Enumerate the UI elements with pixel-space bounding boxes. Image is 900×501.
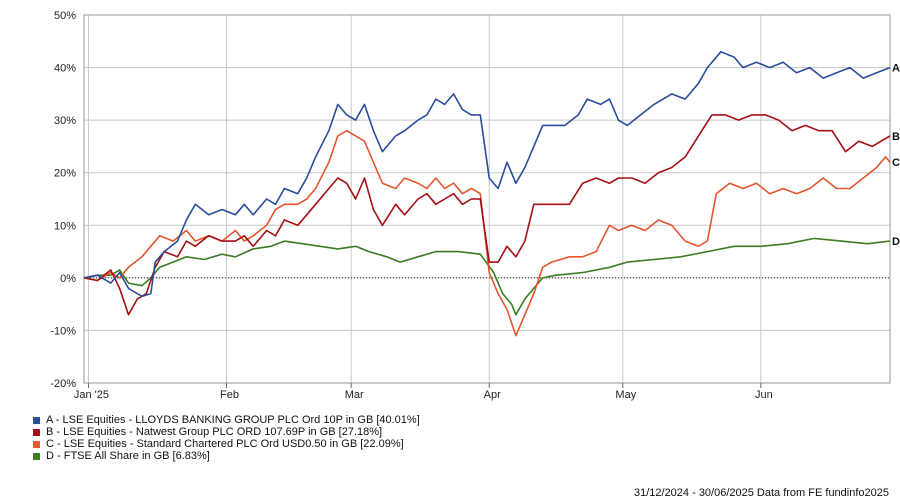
legend-item-b: B - LSE Equities - Natwest Group PLC ORD… <box>33 426 420 438</box>
y-tick-label: 40% <box>54 63 76 75</box>
legend-item-a: A - LSE Equities - LLOYDS BANKING GROUP … <box>33 414 420 426</box>
y-tick-label: 50% <box>54 10 76 22</box>
y-tick-label: -20% <box>50 378 76 390</box>
x-tick-label: Mar <box>345 389 364 401</box>
chart-series <box>83 51 891 337</box>
legend-swatch <box>33 428 40 436</box>
data-source-footer: 31/12/2024 - 30/06/2025 Data from FE fun… <box>633 487 889 499</box>
legend-swatch <box>33 452 40 460</box>
legend-label: C - LSE Equities - Standard Chartered PL… <box>46 438 404 450</box>
y-tick-label: 0% <box>60 273 76 285</box>
y-tick-label: 10% <box>54 220 76 232</box>
chart-legend: A - LSE Equities - LLOYDS BANKING GROUP … <box>33 414 420 462</box>
legend-swatch <box>33 416 40 424</box>
x-tick-label: Apr <box>484 389 501 401</box>
series-line-a <box>83 51 891 298</box>
chart-grid <box>83 14 891 384</box>
series-line-d <box>83 237 891 316</box>
legend-swatch <box>33 440 40 448</box>
series-line-c <box>83 129 891 337</box>
series-end-label-d: D <box>892 236 900 248</box>
legend-label: D - FTSE All Share in GB [6.83%] <box>46 450 210 462</box>
x-tick-label: May <box>615 389 636 401</box>
legend-label: A - LSE Equities - LLOYDS BANKING GROUP … <box>46 414 420 426</box>
series-line-b <box>83 114 891 316</box>
plot-frame <box>83 14 891 384</box>
y-tick-label: 30% <box>54 115 76 127</box>
series-end-label-c: C <box>892 157 900 169</box>
series-end-labels: A B C D <box>892 63 900 248</box>
y-tick-label: 20% <box>54 168 76 180</box>
legend-label: B - LSE Equities - Natwest Group PLC ORD… <box>46 426 383 438</box>
x-axis: Jan '25 Feb Mar Apr May Jun <box>74 383 773 401</box>
legend-item-c: C - LSE Equities - Standard Chartered PL… <box>33 438 420 450</box>
x-tick-label: Jan '25 <box>74 389 109 401</box>
line-chart: -20% -10% 0% 10% 20% 30% 40% 50% Jan '25 Feb Mar A… <box>50 10 900 401</box>
x-tick-label: Jun <box>755 389 773 401</box>
y-tick-label: -10% <box>50 325 76 337</box>
y-axis: -20% -10% 0% 10% 20% 30% 40% 50% <box>50 10 76 390</box>
series-end-label-b: B <box>892 131 900 143</box>
series-end-label-a: A <box>892 63 900 75</box>
legend-item-d: D - FTSE All Share in GB [6.83%] <box>33 450 420 462</box>
x-tick-label: Feb <box>220 389 239 401</box>
